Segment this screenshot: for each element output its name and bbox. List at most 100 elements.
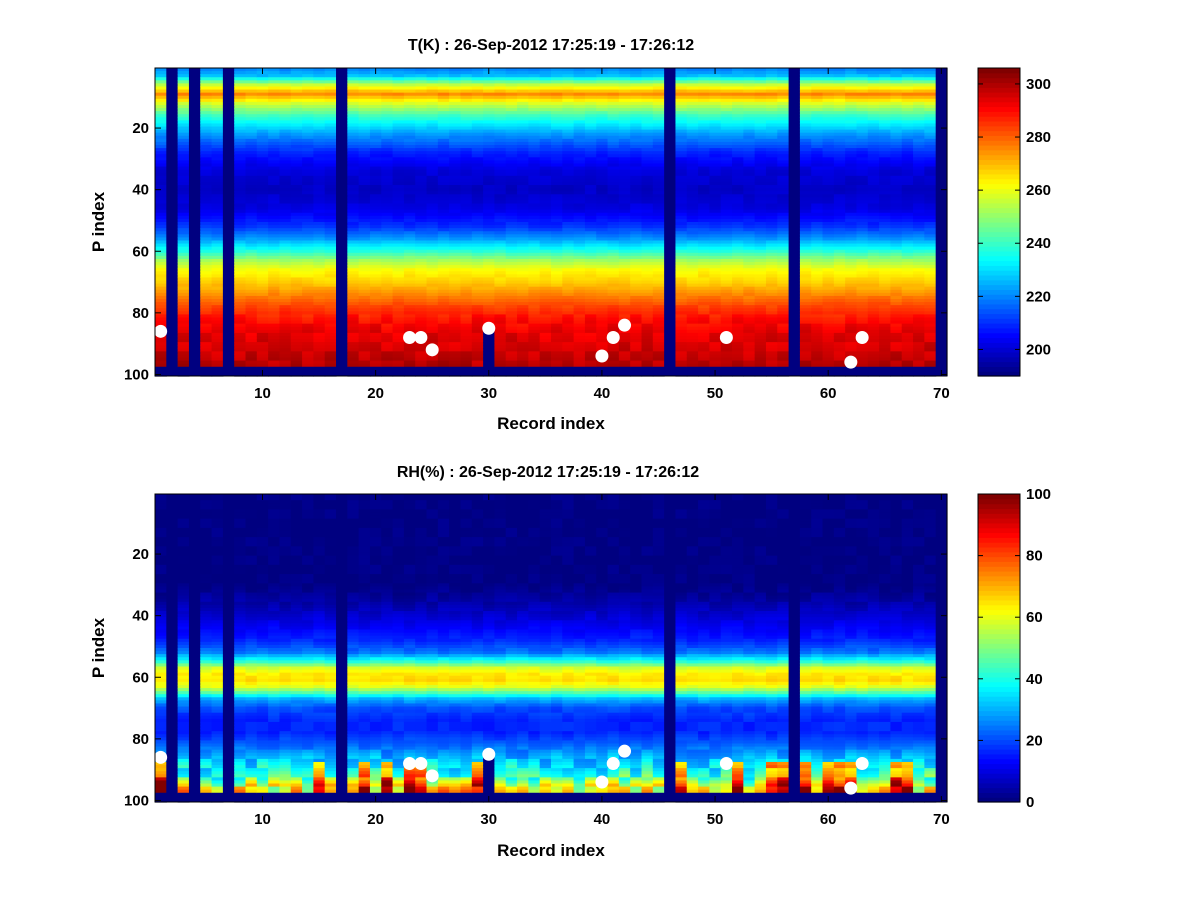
- heatmap-cell: [234, 258, 247, 263]
- heatmap-cell: [652, 197, 665, 202]
- heatmap-cell: [347, 354, 360, 359]
- heatmap-cell: [211, 234, 224, 238]
- heatmap-cell: [449, 280, 462, 285]
- heatmap-cell: [505, 126, 518, 131]
- heatmap-cell: [324, 311, 337, 315]
- heatmap-cell: [381, 123, 394, 128]
- heatmap-cell: [573, 317, 586, 322]
- heatmap-cell: [302, 228, 314, 232]
- heatmap-cell: [347, 86, 360, 91]
- heatmap-cell: [584, 295, 597, 300]
- heatmap-cell: [551, 246, 563, 251]
- heatmap-cell: [324, 175, 337, 180]
- heatmap-cell: [596, 129, 609, 134]
- heatmap-cell: [426, 86, 439, 91]
- heatmap-cell: [369, 148, 382, 152]
- heatmap-cell: [415, 117, 428, 121]
- heatmap-cell: [732, 71, 744, 75]
- heatmap-cell: [211, 194, 224, 198]
- heatmap-cell: [720, 348, 733, 352]
- heatmap-cell: [392, 231, 405, 235]
- heatmap-cell: [483, 299, 496, 303]
- heatmap-cell: [302, 148, 314, 152]
- heatmap-cell: [607, 98, 620, 103]
- heatmap-cell: [347, 372, 360, 377]
- heatmap-cell: [245, 169, 258, 174]
- heatmap-cell: [449, 274, 462, 279]
- heatmap-cell: [528, 114, 541, 118]
- heatmap-cell: [200, 132, 213, 137]
- heatmap-cell: [234, 126, 247, 131]
- heatmap-cell: [290, 222, 303, 226]
- heatmap-cell: [381, 277, 394, 282]
- heatmap-cell: [698, 292, 710, 297]
- heatmap-cell: [539, 237, 552, 242]
- heatmap-cell: [449, 197, 462, 202]
- heatmap-cell: [709, 172, 722, 177]
- heatmap-cell: [517, 311, 529, 315]
- heatmap-cell: [460, 212, 473, 217]
- heatmap-cell: [528, 363, 541, 368]
- heatmap-cell: [551, 317, 563, 322]
- heatmap-cell: [279, 148, 292, 152]
- heatmap-cell: [245, 123, 258, 128]
- heatmap-cell: [607, 166, 620, 171]
- heatmap-cell: [517, 243, 529, 248]
- heatmap-cell: [754, 311, 767, 315]
- heatmap-cell: [403, 255, 416, 260]
- heatmap-cell: [460, 157, 473, 161]
- heatmap-cell: [256, 360, 269, 365]
- heatmap-cell: [392, 157, 405, 161]
- heatmap-cell: [675, 234, 688, 238]
- heatmap-cell: [641, 289, 654, 294]
- heatmap-cell: [324, 172, 337, 177]
- heatmap-cell: [551, 329, 563, 334]
- heatmap-cell: [596, 262, 609, 266]
- heatmap-cell: [245, 268, 258, 272]
- heatmap-cell: [155, 148, 167, 152]
- heatmap-cell: [245, 222, 258, 226]
- heatmap-cell: [505, 120, 518, 125]
- heatmap-cell: [551, 132, 563, 137]
- heatmap-cell: [754, 228, 767, 232]
- heatmap-cell: [675, 77, 688, 81]
- heatmap-cell: [392, 289, 405, 294]
- heatmap-cell: [415, 292, 428, 297]
- heatmap-cell: [200, 280, 213, 285]
- heatmap-cell: [290, 225, 303, 229]
- heatmap-cell: [528, 240, 541, 245]
- heatmap-cell: [551, 89, 563, 94]
- heatmap-cell: [765, 157, 778, 161]
- heatmap-cell: [517, 360, 529, 365]
- heatmap-cell: [562, 145, 575, 149]
- heatmap-cell: [754, 157, 767, 161]
- heatmap-cell: [460, 132, 473, 137]
- heatmap-cell: [528, 317, 541, 322]
- heatmap-cell: [573, 225, 586, 229]
- heatmap-cell: [607, 369, 620, 374]
- heatmap-cell: [551, 209, 563, 214]
- heatmap-cell: [483, 354, 496, 359]
- heatmap-cell: [381, 166, 394, 171]
- heatmap-cell: [698, 222, 710, 226]
- heatmap-cell: [437, 71, 450, 75]
- heatmap-cell: [449, 188, 462, 192]
- heatmap-cell: [471, 206, 484, 211]
- heatmap-cell: [369, 345, 382, 349]
- heatmap-cell: [245, 314, 258, 319]
- heatmap-cell: [358, 95, 371, 100]
- heatmap-cell: [607, 311, 620, 315]
- heatmap-cell: [302, 311, 314, 315]
- heatmap-cell: [743, 286, 756, 291]
- heatmap-cell: [675, 289, 688, 294]
- heatmap-cell: [415, 203, 428, 208]
- heatmap-cell: [381, 160, 394, 165]
- heatmap-cell: [743, 225, 756, 229]
- heatmap-cell: [528, 366, 541, 371]
- heatmap-cell: [449, 317, 462, 322]
- heatmap-cell: [302, 178, 314, 183]
- heatmap-cell: [460, 95, 473, 100]
- heatmap-cell: [234, 348, 247, 352]
- heatmap-cell: [732, 77, 744, 81]
- heatmap-cell: [573, 123, 586, 128]
